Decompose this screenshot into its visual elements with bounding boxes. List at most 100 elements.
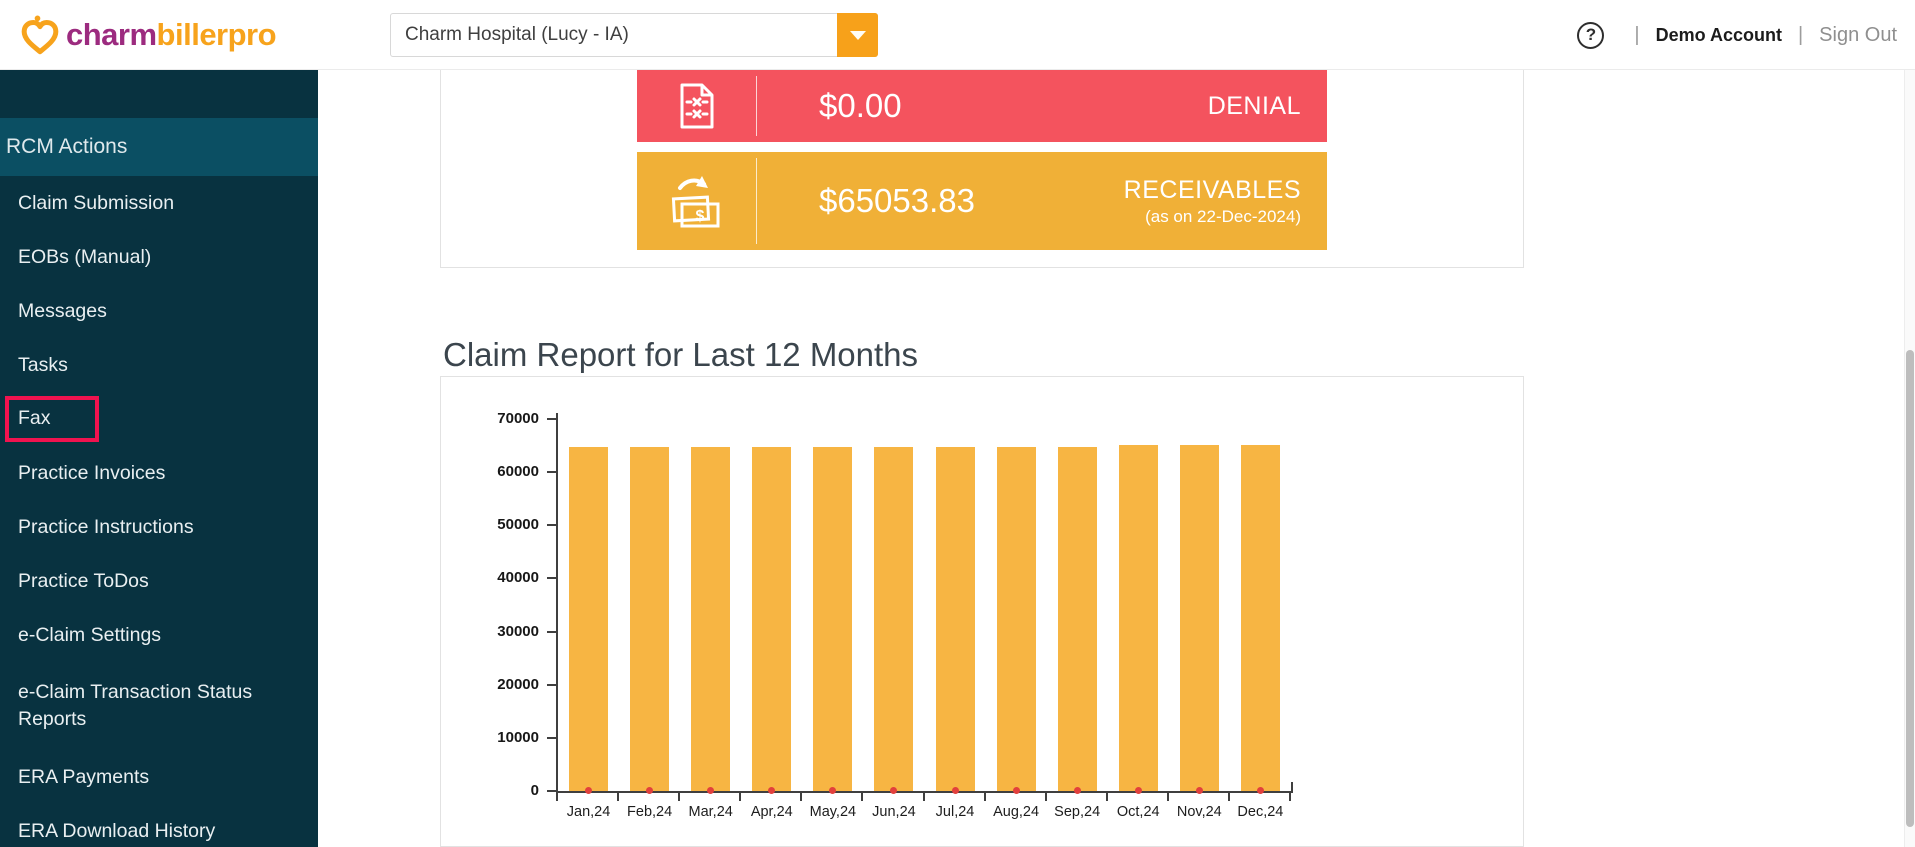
claim-bar <box>691 447 731 791</box>
x-tick-label: Apr,24 <box>750 804 793 820</box>
y-tick-mark <box>547 630 556 633</box>
stats-panel: $0.00 DENIAL $ $65053.83 R <box>440 70 1524 268</box>
y-tick-mark <box>547 418 556 420</box>
header-right-cluster: ? | Demo Account | Sign Out <box>1577 0 1897 70</box>
sidebar-item-label: Claim Submission <box>18 191 175 214</box>
sidebar-item-practice-instructions[interactable]: Practice Instructions <box>0 500 318 554</box>
page-scrollbar-track[interactable] <box>1904 70 1915 847</box>
sidebar-item-eobs-manual[interactable]: EOBs (Manual) <box>0 230 318 284</box>
denial-point-marker <box>951 787 959 794</box>
denial-point-marker <box>890 787 898 794</box>
y-tick-label: 30000 <box>497 622 539 640</box>
chart-x-axis-end-tick <box>1291 782 1293 793</box>
denial-amount: $0.00 <box>819 87 902 124</box>
practice-selector-button[interactable] <box>837 13 878 57</box>
sidebar-item-practice-invoices[interactable]: Practice Invoices <box>0 446 318 500</box>
y-tick-label: 0 <box>530 782 539 799</box>
x-tick-mark <box>1227 791 1230 801</box>
chart-title: Claim Report for Last 12 Months <box>443 336 919 373</box>
y-tick-mark <box>547 524 556 527</box>
denial-point-marker <box>1256 787 1264 794</box>
denial-point-marker <box>585 787 593 794</box>
top-header: charmbillerpro Charm Hospital (Lucy - IA… <box>0 0 1915 70</box>
y-tick-mark <box>547 471 556 474</box>
denial-point-marker <box>646 787 654 794</box>
sidebar-item-era-payments[interactable]: ERA Payments <box>0 750 318 804</box>
denial-point-marker <box>707 787 715 794</box>
sidebar-item-era-download-history[interactable]: ERA Download History <box>0 804 318 847</box>
sidebar-section-rcm-actions[interactable]: RCM Actions <box>0 118 318 176</box>
claim-bar <box>630 447 670 791</box>
x-tick-label: Mar,24 <box>688 804 733 820</box>
svg-text:$: $ <box>695 208 704 225</box>
chart-y-axis <box>556 413 558 793</box>
sidebar-menu: Claim Submission EOBs (Manual) Messages Tas… <box>0 176 318 847</box>
page-scrollbar-thumb[interactable] <box>1906 350 1914 827</box>
sidebar-item-label: Fax <box>5 396 99 442</box>
receivables-amount: $65053.83 <box>819 182 975 219</box>
receivables-label: RECEIVABLES <box>1123 175 1301 204</box>
denial-point-marker <box>1195 787 1203 794</box>
x-tick-mark <box>1044 791 1047 801</box>
y-tick-mark <box>547 736 556 739</box>
x-tick-label: Sep,24 <box>1054 804 1101 820</box>
sidebar-item-e-claim-transaction-status-reports[interactable]: e-Claim Transaction Status Reports <box>0 662 318 750</box>
y-tick-label: 40000 <box>497 569 539 587</box>
claim-bar <box>813 447 853 791</box>
x-tick-label: Aug,24 <box>993 804 1040 820</box>
practice-selector-dropdown[interactable]: Charm Hospital (Lucy - IA) <box>390 13 878 57</box>
x-tick-label: Oct,24 <box>1116 804 1160 820</box>
claim-bar <box>1057 447 1097 791</box>
x-tick-label: Jun,24 <box>872 804 916 820</box>
claim-bar <box>874 447 914 791</box>
x-tick-mark <box>800 791 803 801</box>
practice-selector-value: Charm Hospital (Lucy - IA) <box>405 24 629 45</box>
sidebar-item-claim-submission[interactable]: Claim Submission <box>0 176 318 230</box>
account-menu[interactable]: Demo Account <box>1655 24 1782 45</box>
sidebar-item-tasks[interactable]: Tasks <box>0 338 318 392</box>
sidebar-item-messages[interactable]: Messages <box>0 284 318 338</box>
x-tick-label: Jul,24 <box>935 804 975 820</box>
claim-bar <box>1179 445 1219 791</box>
y-tick-label: 20000 <box>497 675 539 693</box>
heart-logo-icon <box>21 15 59 55</box>
help-icon[interactable]: ? <box>1577 21 1605 49</box>
claim-bar <box>569 447 609 791</box>
header-separator: | <box>1797 23 1804 46</box>
app-logo[interactable]: charmbillerpro <box>20 13 277 57</box>
x-tick-label: May,24 <box>809 804 857 820</box>
x-tick-mark <box>739 791 742 801</box>
denial-label: DENIAL <box>1207 91 1301 120</box>
x-tick-label: Jan,24 <box>566 804 611 820</box>
brand-text: charmbillerpro <box>66 17 277 52</box>
chart-bars-area <box>558 419 1291 791</box>
sidebar-item-e-claim-settings[interactable]: e-Claim Settings <box>0 608 318 662</box>
denial-card[interactable]: $0.00 DENIAL <box>637 70 1327 142</box>
y-tick-mark <box>547 683 556 686</box>
denial-point-marker <box>1012 787 1020 794</box>
denial-point-marker <box>1073 787 1081 794</box>
claim-report-chart: Jan,24 Feb,24 Mar,24 Apr,24 May,24 Jun,24 Jul,… <box>440 376 1524 847</box>
sidebar-item-practice-todos[interactable]: Practice ToDos <box>0 554 318 608</box>
claim-bar <box>1118 445 1158 791</box>
x-tick-mark <box>1166 791 1169 801</box>
sidebar-item-label: e-Claim Settings <box>18 623 162 646</box>
y-tick-label: 10000 <box>497 728 539 746</box>
sidebar-item-fax-highlighted[interactable]: Fax <box>0 392 318 446</box>
sidebar-item-label: Practice Invoices <box>18 461 166 484</box>
claim-bar <box>996 447 1036 791</box>
x-tick-mark <box>861 791 864 801</box>
x-tick-mark <box>1289 791 1291 801</box>
x-tick-label: Nov,24 <box>1176 804 1222 820</box>
receivables-as-on-date: (as on 22-Dec-2024) <box>1145 206 1301 226</box>
y-tick-mark <box>547 790 556 792</box>
y-tick-label: 60000 <box>497 463 539 481</box>
sidebar-item-label: e-Claim Transaction Status Reports <box>18 681 253 730</box>
y-tick-label: 50000 <box>497 516 539 534</box>
sidebar-nav: RCM Actions Claim Submission EOBs (Manual… <box>0 70 318 847</box>
receivables-card[interactable]: $ $65053.83 RECEIVABLES (as on 22-Dec-20… <box>637 152 1327 250</box>
y-tick-label: 70000 <box>497 410 539 427</box>
chart-x-axis <box>556 791 1293 793</box>
sign-out-link[interactable]: Sign Out <box>1819 23 1897 46</box>
